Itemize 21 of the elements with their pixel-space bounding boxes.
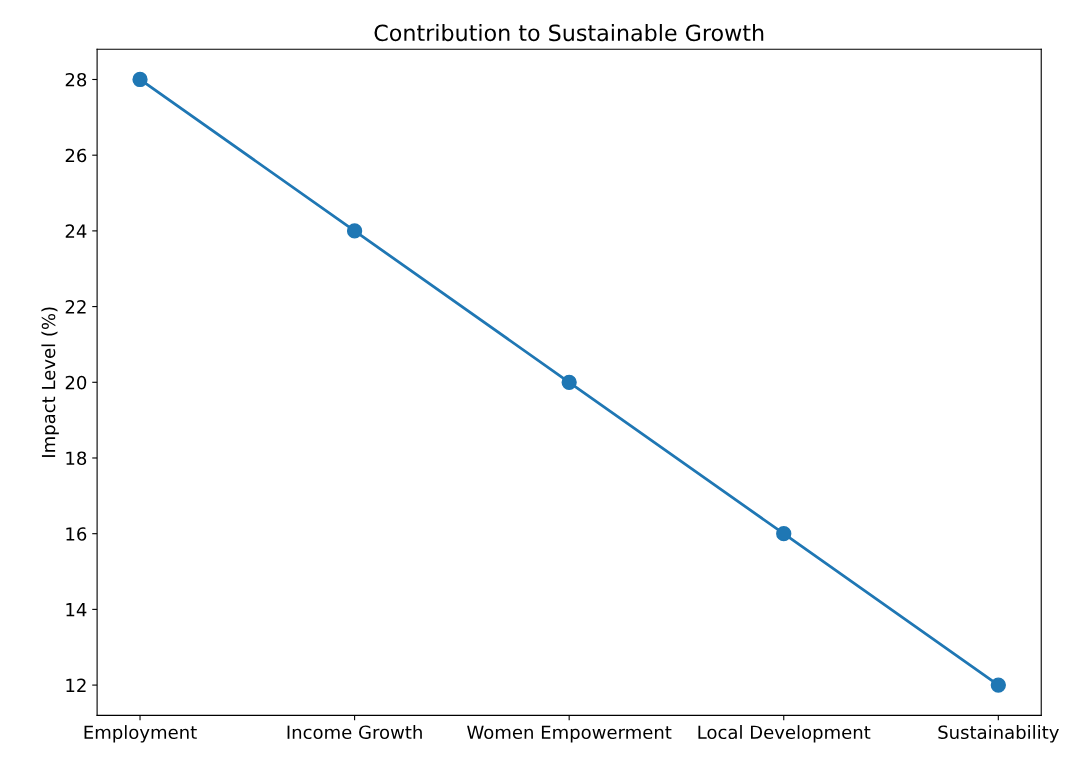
y-tick-label: 26 bbox=[65, 148, 87, 163]
y-tick-label: 18 bbox=[66, 451, 87, 466]
point bbox=[990, 677, 1006, 693]
point bbox=[561, 374, 577, 390]
point bbox=[346, 223, 363, 239]
y-tick-label: 14 bbox=[66, 603, 87, 617]
y-tick-label: 16 bbox=[66, 527, 87, 541]
x-tick-label: Sustainability bbox=[938, 725, 1059, 743]
y-tick-label: 28 bbox=[65, 72, 87, 87]
x-tick-label: Women Empowerment bbox=[467, 725, 672, 743]
y-tick-label: 24 bbox=[65, 224, 87, 238]
y-axis-title: Impact Level (%) bbox=[41, 307, 59, 457]
x-tick-label: Income Growth bbox=[287, 725, 422, 740]
chart-title: Contribution to Sustainable Growth bbox=[374, 23, 764, 42]
point bbox=[132, 71, 148, 88]
y-tick-label: 12 bbox=[66, 678, 86, 692]
x-tick-label: Employment bbox=[84, 725, 197, 743]
point bbox=[776, 526, 792, 542]
x-tick-label: Local Development bbox=[698, 725, 871, 743]
y-tick-label: 22 bbox=[65, 300, 86, 314]
y-tick-label: 20 bbox=[65, 375, 87, 390]
